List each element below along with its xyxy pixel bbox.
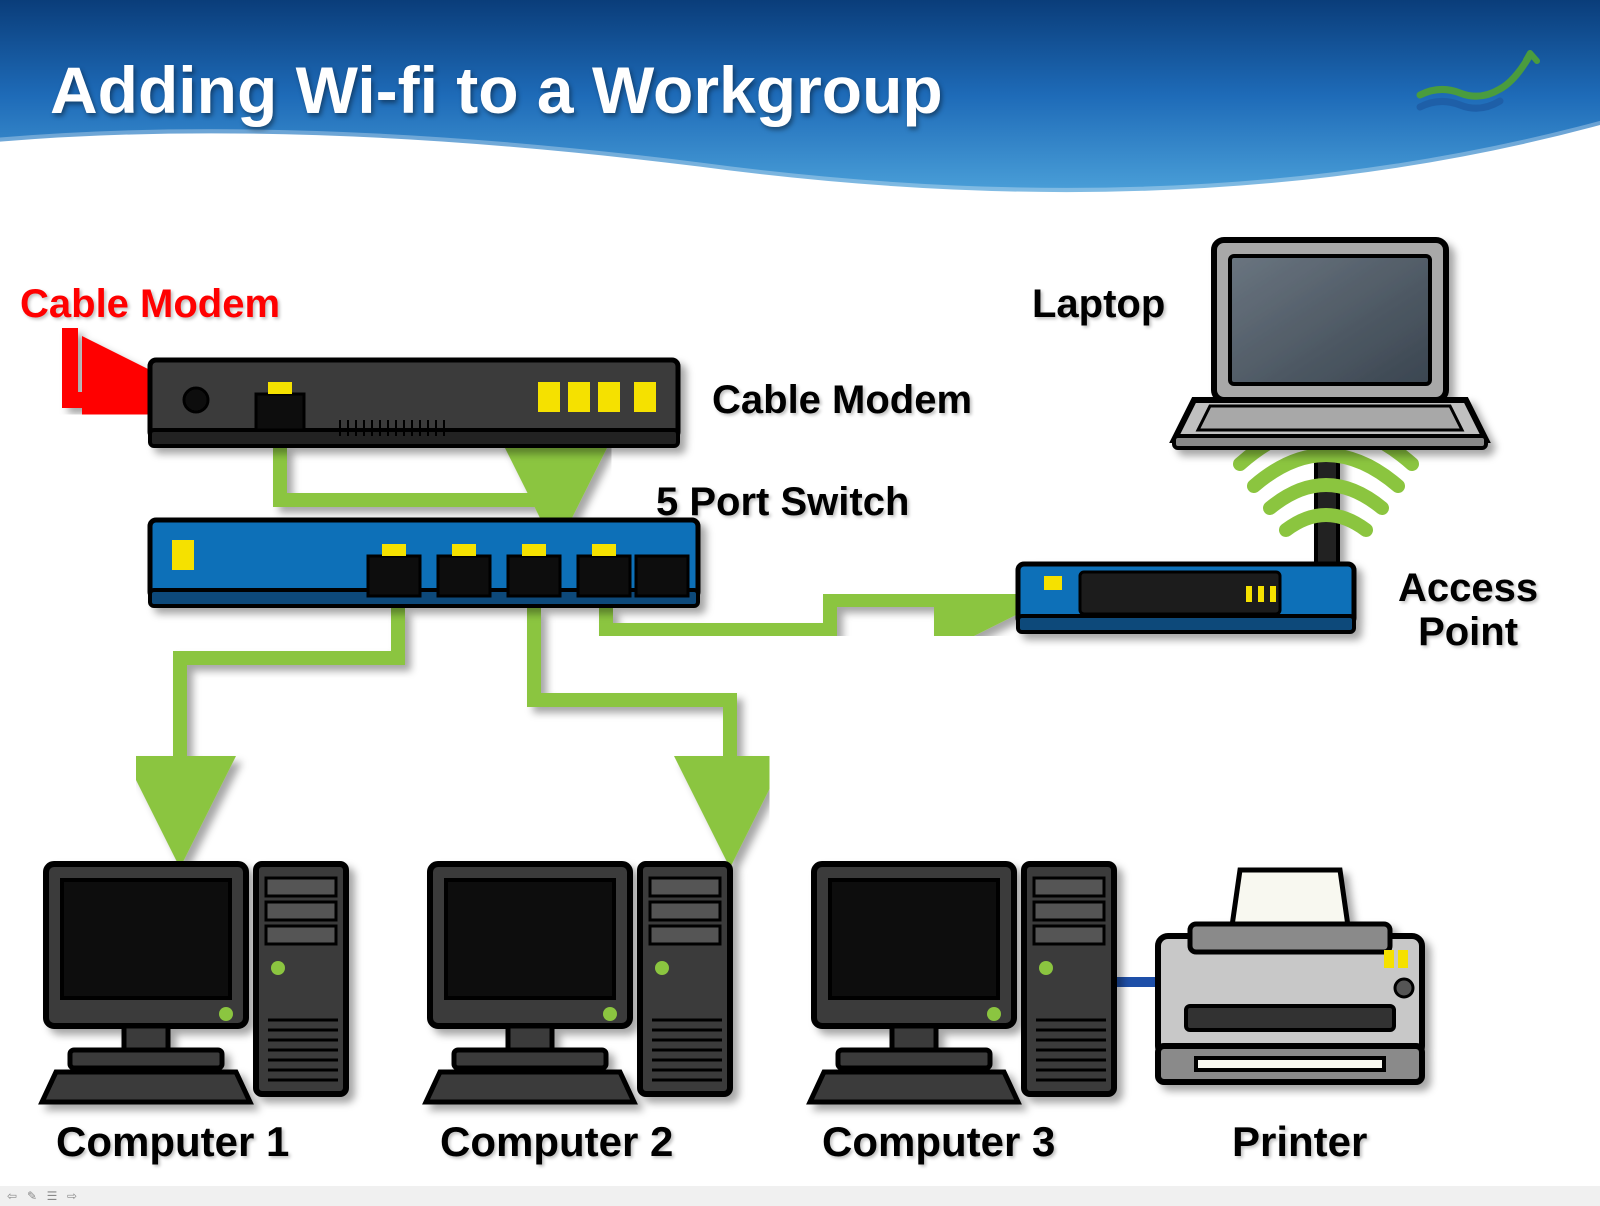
printer-device	[1158, 870, 1422, 1082]
computer2-device	[426, 864, 730, 1102]
pen-icon[interactable]: ✎	[24, 1188, 40, 1204]
slide-title: Adding Wi-fi to a Workgroup	[50, 52, 943, 128]
arrow-switch-to-access-point	[606, 600, 1018, 630]
computer3-label: Computer 3	[822, 1118, 1055, 1166]
laptop-label: Laptop	[1032, 282, 1165, 327]
laptop-device	[1174, 240, 1486, 448]
printer-label: Printer	[1232, 1118, 1367, 1166]
access-point-label: Access Point	[1398, 566, 1538, 654]
arrow-callout-to-modem	[70, 328, 178, 400]
menu-icon[interactable]: ☰	[44, 1188, 60, 1204]
cable-modem-device	[150, 360, 678, 446]
access-point-label-line2: Point	[1418, 610, 1518, 654]
access-point-label-line1: Access	[1398, 566, 1538, 610]
computer3-device	[810, 864, 1114, 1102]
access-point-device	[1018, 440, 1354, 632]
wifi-signal-icon	[1240, 426, 1412, 530]
cable-modem-callout-label: Cable Modem	[20, 282, 280, 327]
prev-slide-icon[interactable]: ⇦	[4, 1188, 20, 1204]
switch-label: 5 Port Switch	[656, 480, 909, 525]
computer1-label: Computer 1	[56, 1118, 289, 1166]
switch-device	[150, 520, 698, 606]
company-logo-icon	[1410, 35, 1540, 125]
next-slide-icon[interactable]: ⇨	[64, 1188, 80, 1204]
computer2-label: Computer 2	[440, 1118, 673, 1166]
cable-modem-label: Cable Modem	[712, 378, 972, 423]
computer1-device	[42, 864, 346, 1102]
arrow-switch-to-computer1	[180, 608, 398, 840]
arrow-modem-to-switch	[280, 446, 556, 522]
arrow-switch-to-computer3	[534, 608, 730, 840]
presentation-toolbar: ⇦ ✎ ☰ ⇨	[0, 1186, 1600, 1206]
